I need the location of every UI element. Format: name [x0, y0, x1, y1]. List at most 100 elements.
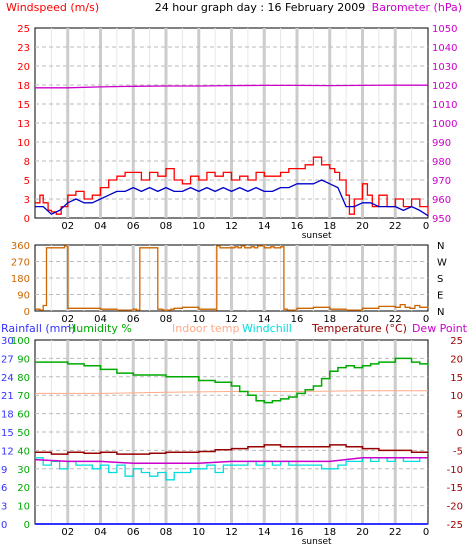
humidity-tick-label: 70 [17, 391, 30, 402]
temp-x-tick-label: 08 [160, 527, 173, 538]
wind-x-tick-label: 14 [258, 221, 271, 232]
windspeed-tick-label: 13 [17, 119, 30, 130]
humidity-tick-label: 80 [17, 373, 30, 384]
barometer-tick-label: 1010 [432, 100, 457, 111]
direction-degree-tick-label: 180 [11, 274, 30, 285]
humidity-series-line [35, 357, 429, 404]
temperature-tick-label: 25 [450, 336, 463, 347]
barometer-tick-label: 1000 [432, 119, 457, 130]
barometer-tick-label: 1020 [432, 81, 457, 92]
humidity-tick-label: 30 [17, 465, 30, 476]
barometer-series-line [35, 84, 428, 89]
barometer-tick-label: 960 [432, 195, 451, 206]
wind-x-tick-label: 04 [94, 221, 107, 232]
temp-x-tick-label: 16 [291, 527, 304, 538]
average-wind-series-line [35, 179, 429, 217]
temp-x-tick-label: 0 [423, 527, 429, 538]
direction-compass-tick-label: S [437, 274, 443, 285]
windspeed-tick-label: 3 [24, 195, 30, 206]
windspeed-tick-label: 10 [17, 138, 30, 149]
wind-sunset-label: sunset [302, 231, 332, 241]
rainfall-tick-label: 12 [1, 446, 14, 457]
temperature-humidity-panel: 0369121518212427300102030405060708090100… [1, 336, 463, 547]
direction-degree-tick-label: 360 [11, 241, 30, 252]
wind-x-tick-label: 12 [225, 221, 238, 232]
wind-x-tick-label: 22 [389, 221, 402, 232]
temp-x-tick-label: 20 [356, 527, 369, 538]
direction-x-tick-label: 16 [291, 314, 304, 325]
barometer-axis-title: Barometer (hPa) [372, 1, 462, 14]
rainfall-tick-label: 18 [1, 410, 14, 421]
barometer-tick-label: 970 [432, 176, 451, 187]
direction-x-tick-label: 22 [389, 314, 402, 325]
direction-compass-tick-label: N [437, 241, 444, 252]
windspeed-tick-label: 8 [24, 157, 30, 168]
temperature-tick-label: -25 [447, 520, 463, 531]
temperature-tick-label: 15 [450, 373, 463, 384]
humidity-tick-label: 90 [17, 354, 30, 365]
wind-x-tick-label: 10 [192, 221, 205, 232]
rainfall-tick-label: 24 [1, 373, 14, 384]
windspeed-tick-label: 18 [17, 81, 30, 92]
humidity-tick-label: 10 [17, 502, 30, 513]
dew-point-series-line [34, 457, 428, 465]
windspeed-axis-title: Windspeed (m/s) [6, 1, 99, 14]
gust-series-line [35, 156, 429, 215]
temperature-tick-label: 10 [450, 391, 463, 402]
direction-x-tick-label: 06 [127, 314, 140, 325]
humidity-tick-label: 40 [17, 446, 30, 457]
rainfall-tick-label: 27 [1, 354, 14, 365]
rainfall-tick-label: 3 [1, 502, 7, 513]
direction-x-tick-label: 08 [160, 314, 173, 325]
windspeed-tick-label: 23 [17, 43, 30, 54]
rainfall-tick-label: 9 [1, 465, 7, 476]
humidity-tick-label: 50 [17, 428, 30, 439]
indoor-temp-series-line [35, 390, 428, 394]
direction-compass-tick-label: E [437, 291, 443, 302]
direction-x-tick-label: 18 [323, 314, 336, 325]
temp-x-tick-label: 02 [61, 527, 74, 538]
rainfall-tick-label: 15 [1, 428, 14, 439]
rainfall-tick-label: 6 [1, 483, 7, 494]
temp-x-tick-label: 10 [192, 527, 205, 538]
rainfall-tick-label: 30 [1, 336, 14, 347]
wind-x-tick-label: 20 [356, 221, 369, 232]
windspeed-tick-label: 20 [17, 62, 30, 73]
direction-compass-tick-label: W [437, 258, 447, 269]
windspeed-tick-label: 25 [17, 24, 30, 35]
temp-x-tick-label: 12 [225, 527, 238, 538]
direction-x-tick-label: 10 [192, 314, 205, 325]
barometer-tick-label: 980 [432, 157, 451, 168]
wind-x-tick-label: 16 [291, 221, 304, 232]
direction-compass-tick-label: N [437, 307, 444, 318]
wind-x-tick-label: 02 [61, 221, 74, 232]
direction-x-tick-label: 02 [61, 314, 74, 325]
direction-x-tick-label: 12 [225, 314, 238, 325]
temperature-series-line [35, 444, 428, 455]
direction-x-tick-label: 14 [258, 314, 271, 325]
temperature-tick-label: 20 [450, 354, 463, 365]
direction-x-tick-label: 0 [423, 314, 429, 325]
humidity-legend: Humidity % [68, 322, 132, 335]
wind-direction-series-line [35, 245, 429, 311]
wind-x-tick-label: 08 [160, 221, 173, 232]
temperature-tick-label: 5 [457, 410, 463, 421]
windchill-legend: Windchill [242, 322, 292, 335]
temp-x-tick-label: 14 [258, 527, 271, 538]
barometer-tick-label: 990 [432, 138, 451, 149]
temperature-tick-label: 0 [457, 428, 463, 439]
temperature-legend: Temperature (°C) [311, 322, 407, 335]
temperature-tick-label: -10 [447, 465, 463, 476]
barometer-tick-label: 950 [432, 214, 451, 225]
wind-x-tick-label: 0 [423, 221, 429, 232]
temp-x-tick-label: 04 [94, 527, 107, 538]
wind-barometer-panel: 0358101315182023259509609709809901000101… [17, 24, 457, 241]
rainfall-tick-label: 0 [1, 520, 7, 531]
direction-degree-tick-label: 0 [24, 307, 30, 318]
dew-point-legend: Dew Point [412, 322, 468, 335]
humidity-tick-label: 0 [24, 520, 30, 531]
humidity-tick-label: 60 [17, 410, 30, 421]
barometer-tick-label: 1030 [432, 62, 457, 73]
